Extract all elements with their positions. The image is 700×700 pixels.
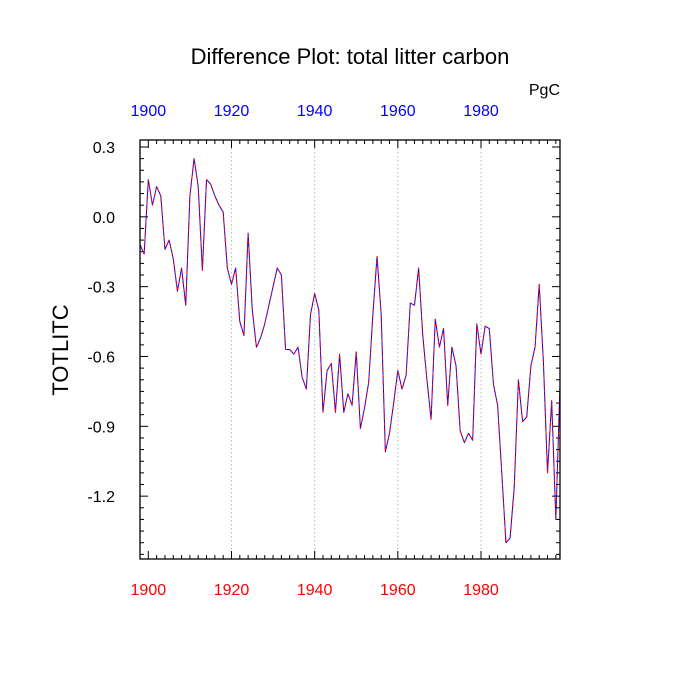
chart-title: Difference Plot: total litter carbon (191, 44, 510, 69)
x-tick-label-top: 1900 (131, 103, 167, 120)
y-axis-label: TOTLITC (48, 304, 73, 395)
y-tick-label: -1.2 (87, 489, 115, 506)
x-tick-label-top: 1960 (380, 103, 416, 120)
units-label: PgC (529, 82, 560, 99)
x-tick-label-bottom: 1940 (297, 582, 333, 599)
y-tick-label: -0.9 (87, 419, 115, 436)
axis-ticks (139, 140, 560, 559)
plot-frame (139, 139, 561, 560)
y-tick-label: -0.6 (87, 349, 115, 366)
x-tick-label-bottom: 1960 (380, 582, 416, 599)
series-line-blue (139, 158, 561, 544)
tick-labels: 0.3 0.0 -0.3 -0.6 -0.9 -1.2 1900 1900 1920 1920 19… (87, 103, 498, 599)
y-tick-label: 0.0 (93, 210, 115, 227)
x-tick-label-top: 1980 (463, 103, 499, 120)
series-group (139, 158, 561, 544)
x-tick-label-bottom: 1900 (131, 582, 167, 599)
x-tick-label-bottom: 1920 (214, 582, 250, 599)
y-tick-label: -0.3 (87, 280, 115, 297)
x-tick-label-top: 1940 (297, 103, 333, 120)
x-tick-label-top: 1920 (214, 103, 250, 120)
grid (230, 140, 482, 559)
x-tick-label-bottom: 1980 (463, 582, 499, 599)
series-line-red-dashed (139, 158, 561, 544)
y-tick-label: 0.3 (93, 140, 115, 157)
